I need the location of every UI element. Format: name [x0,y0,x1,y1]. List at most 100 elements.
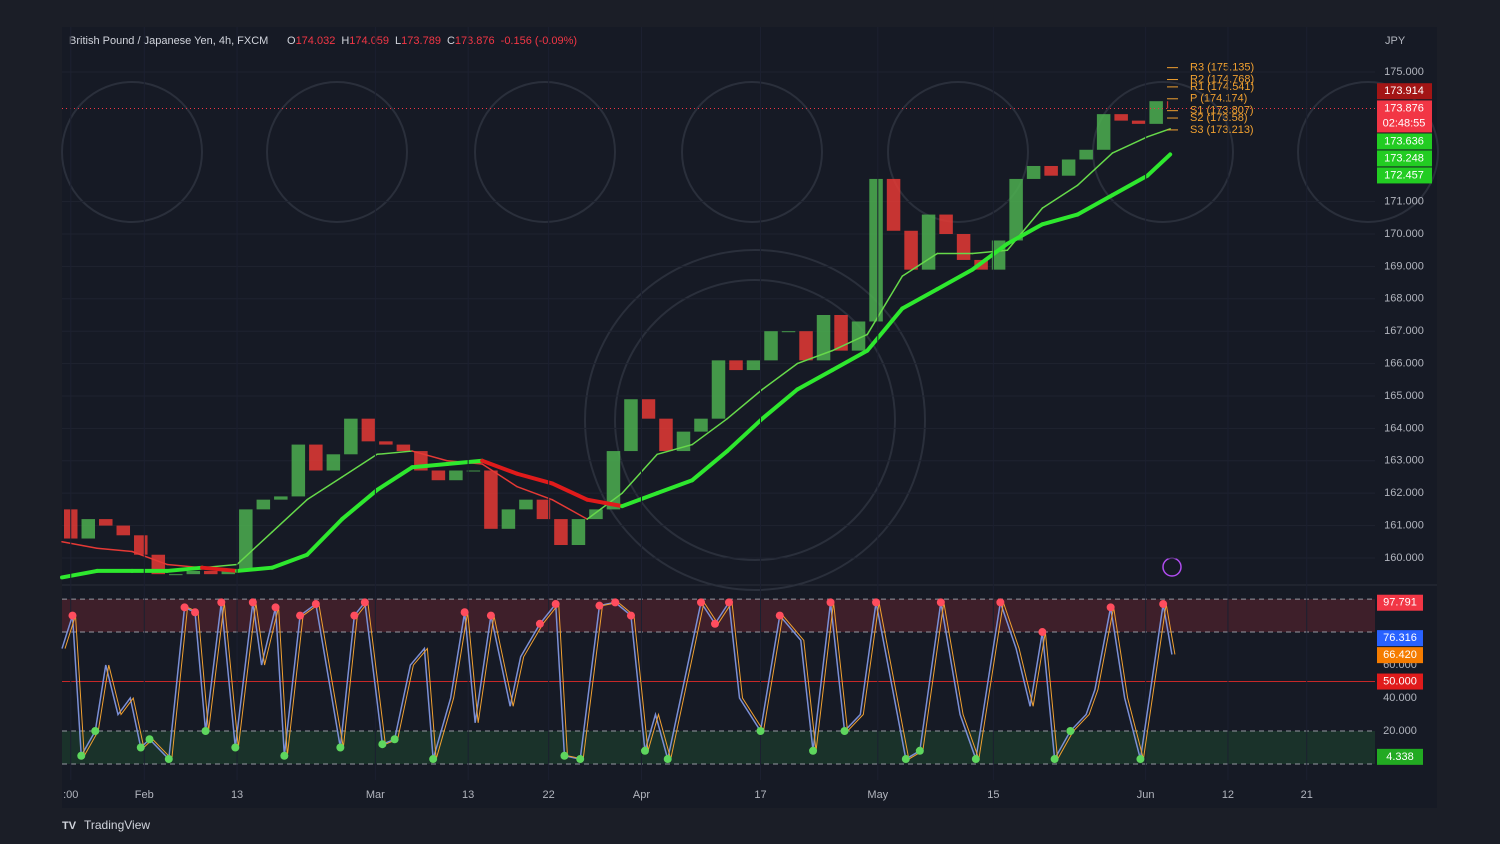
candle [519,499,533,510]
moving-average [970,241,1010,272]
x-tick-label: 12 [1222,789,1234,801]
candle [361,418,376,442]
moving-average [481,463,518,488]
moving-average [726,388,764,420]
candle [1131,120,1146,124]
overbought-dot [996,598,1005,607]
ohlc-key: H [341,35,349,47]
y-tick-label: 175.000 [1384,66,1424,78]
candle [659,418,673,452]
overbought-dot [350,611,359,620]
moving-average [900,287,940,311]
moving-average [656,443,693,456]
candle [729,360,743,371]
pivot-label: R1 (174.541) [1190,81,1254,93]
oversold-dot [77,751,86,760]
candle [1009,178,1023,241]
oversold-dot [576,755,585,764]
moving-average [1111,136,1149,154]
candle [624,399,638,452]
candle [746,360,761,371]
moving-average [1145,152,1173,178]
moving-average [1110,173,1150,198]
moving-average [236,531,273,566]
moving-average [445,458,485,467]
y-tick-label: 167.000 [1384,325,1424,337]
moving-average [60,568,100,580]
oversold-dot [560,751,569,760]
value-label: 97.791 [1383,597,1417,609]
overbought-dot [1038,628,1047,637]
x-tick-label: Apr [633,789,650,801]
candle [309,444,323,471]
candle [1044,165,1058,176]
candle [379,441,393,445]
oversold-dot [901,755,910,764]
ohlc: O174.032 H174.059 L173.789 C173.876 -0.156 (… [287,35,577,47]
moving-average [621,453,658,494]
candle [904,230,918,270]
ohlc-key: O [287,35,296,47]
candle [239,509,253,571]
moving-average [341,453,378,478]
ohlc-value: 174.032 [296,35,336,47]
oversold-dot [378,740,387,749]
candle [1079,149,1093,160]
overbought-dot [936,598,945,607]
y-tick-label: 164.000 [1384,422,1424,434]
oversold-dot [336,743,345,752]
value-label: 66.420 [1383,649,1417,661]
x-tick-label: Jun [1137,789,1155,801]
y-tick-label: 161.000 [1384,519,1424,531]
moving-average [271,498,308,533]
candle [291,444,306,497]
moving-average [725,416,765,454]
overbought-dot [68,611,77,620]
value-label-box [1377,647,1423,664]
candle [834,315,848,351]
price-label-box [1377,167,1432,184]
overbought-dot [626,611,635,620]
candle [711,360,726,419]
value-label-box [1377,673,1423,690]
candle [169,574,183,576]
candle [764,331,778,361]
oversold-dot [164,755,173,764]
value-label: 4.338 [1386,751,1414,763]
moving-average [235,565,275,573]
ohlc-value: 174.059 [349,35,389,47]
candle [536,499,551,520]
candle [641,399,656,419]
overbought-dot [271,603,280,612]
price-label: 172.457 [1384,169,1424,181]
moving-average [971,249,1009,255]
moving-average [410,462,450,470]
moving-average [131,550,168,566]
oversold-dot [91,727,100,736]
moving-average [866,275,904,336]
candle [1096,114,1111,150]
moving-average [516,485,553,501]
value-label: 76.316 [1383,632,1417,644]
y-tick-label: 163.000 [1384,455,1424,467]
candle [204,570,218,575]
overbought-dot [872,598,881,607]
overbought-dot [296,611,305,620]
price-label: 173.914 [1384,85,1424,97]
x-tick-label: 17 [754,789,766,801]
pivot-label: R3 (175.135) [1190,62,1254,74]
moving-average [761,362,799,391]
moving-average [1075,193,1115,217]
value-label: 50.000 [1383,675,1417,687]
overbought-dot [248,598,257,607]
oversold-dot [840,727,849,736]
oversold-dot [756,727,765,736]
value-label-box [1377,630,1423,647]
price-label: 173.636 [1384,135,1424,147]
moving-average [935,267,975,292]
oversold-dot [429,755,438,764]
oversold-dot [201,727,210,736]
moving-average [1006,207,1044,251]
overbought-dot [696,598,705,607]
